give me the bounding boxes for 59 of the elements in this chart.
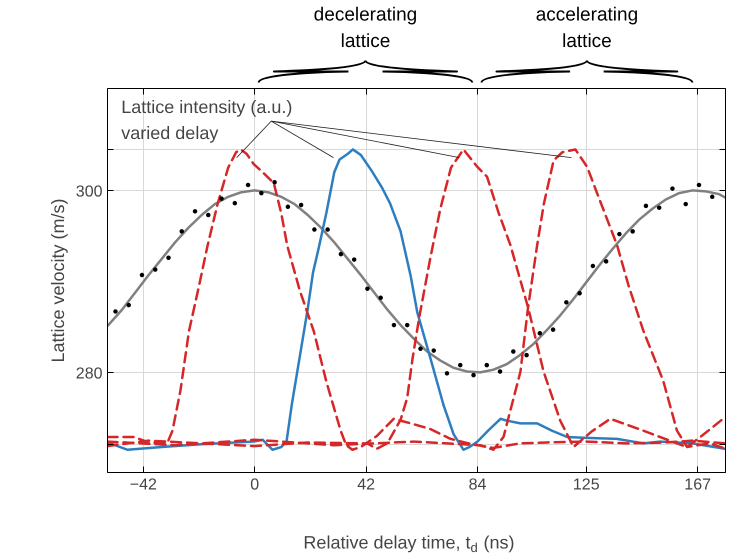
point [246,182,250,188]
point [404,322,410,328]
x-tick-label: 167 [684,476,712,494]
point [352,257,356,262]
y-tick-label: 300 [76,183,103,200]
point [166,256,171,260]
point [392,322,396,328]
point [232,200,238,206]
point [471,372,476,378]
point [710,194,714,200]
text: accelerating lattice [536,4,638,52]
point [259,190,264,196]
x-tick-label: 42 [357,476,376,494]
line-series [108,189,726,374]
point [180,229,184,234]
point [312,227,317,232]
point [524,352,529,358]
point [338,252,344,256]
y-tick-label: 280 [76,365,103,382]
point [458,362,463,368]
point [418,346,423,351]
annotation: Lattice intensity (a.u.) varied delay [121,97,292,144]
point [617,232,622,236]
point [670,186,675,191]
x-tick-label: −42 [130,476,157,494]
point [152,267,158,272]
point [590,264,596,268]
point [498,369,502,374]
point [696,182,702,188]
point [644,204,648,208]
point [378,296,383,300]
point [206,212,211,218]
point [286,204,290,210]
point [656,205,662,210]
point [325,227,330,232]
point [564,300,569,305]
point [604,259,608,264]
point [192,209,198,214]
point [511,349,516,354]
point [126,302,131,308]
point [577,290,582,296]
y-axis-title: Lattice velocity (m/s) [48,198,68,363]
point [272,180,277,184]
point [140,272,144,278]
x-tick-label: 0 [250,476,260,494]
point [219,196,224,201]
point [431,348,436,353]
x-tick-label: 125 [572,476,600,494]
point [113,309,118,314]
point [484,362,490,368]
point [444,371,450,376]
x-tick-label: 84 [468,476,487,494]
text: decelerating lattice [314,4,418,52]
point [365,286,370,291]
point [683,202,688,206]
point [550,327,556,332]
point [298,202,304,208]
point [630,229,635,234]
point [538,331,542,336]
